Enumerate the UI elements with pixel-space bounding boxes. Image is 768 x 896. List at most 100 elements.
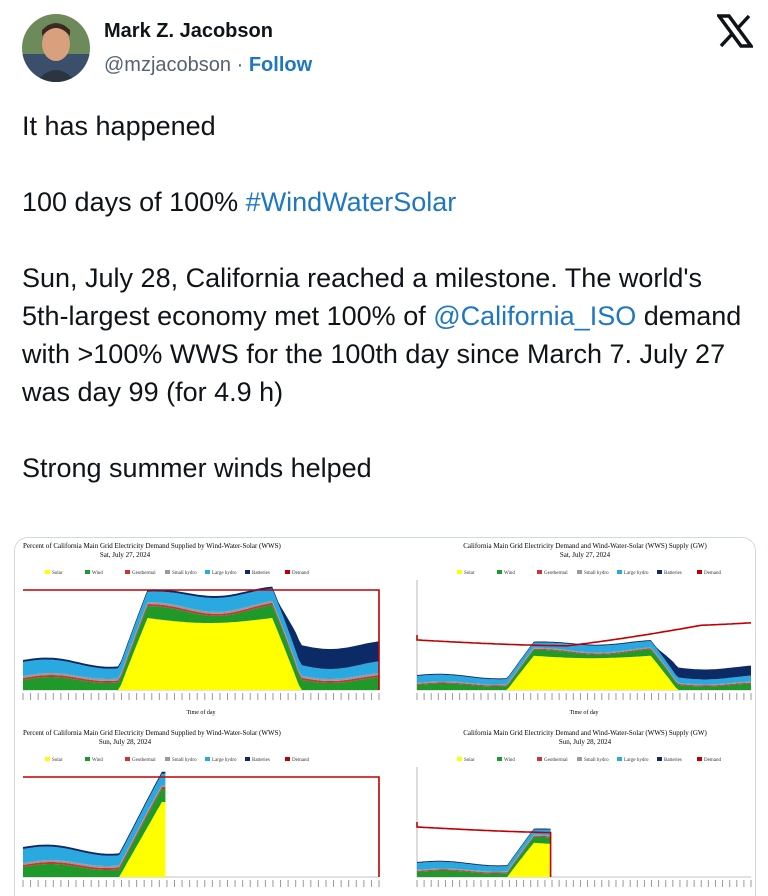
legend-label: Geothermal — [544, 571, 568, 576]
chart-date: Sun, July 28, 2024 — [559, 738, 612, 746]
legend-swatch — [497, 757, 502, 761]
legend-label: Demand — [704, 758, 721, 763]
legend-label: Solar — [464, 758, 475, 763]
legend-label: Wind — [504, 758, 515, 763]
legend-swatch — [657, 570, 662, 574]
area — [417, 640, 751, 680]
legend-label: Wind — [92, 571, 103, 576]
legend-label: Small hydro — [584, 571, 609, 576]
legend-label: Large hydro — [624, 571, 649, 576]
chart-date: Sun, July 28, 2024 — [99, 738, 152, 746]
separator: · — [236, 54, 244, 76]
demand-line — [416, 622, 752, 647]
legend-swatch — [45, 757, 50, 761]
legend-swatch — [125, 570, 130, 574]
chart: Percent of California Main Grid Electric… — [22, 729, 380, 887]
legend-swatch — [245, 570, 250, 574]
chart-date: Sat, July 27, 2024 — [560, 551, 611, 559]
legend-swatch — [457, 757, 462, 761]
legend-label: Batteries — [664, 571, 682, 576]
legend-swatch — [617, 570, 622, 574]
chart: Percent of California Main Grid Electric… — [22, 542, 380, 716]
legend-swatch — [165, 757, 170, 761]
tweet-text: It has happened 100 days of 100% #WindWat… — [22, 107, 747, 525]
tweet-media[interactable]: Percent of California Main Grid Electric… — [14, 537, 756, 896]
follow-button[interactable]: Follow — [248, 54, 313, 76]
paragraph: Strong summer winds helped — [22, 449, 747, 487]
legend-swatch — [285, 570, 290, 574]
area — [23, 802, 166, 877]
link[interactable]: @California_ISO — [433, 301, 637, 331]
avatar[interactable] — [22, 14, 90, 82]
legend-label: Demand — [292, 758, 309, 763]
area — [23, 771, 166, 856]
legend-swatch — [45, 570, 50, 574]
legend-label: Large hydro — [212, 571, 237, 576]
legend-label: Geothermal — [544, 758, 568, 763]
area — [23, 617, 379, 690]
legend-swatch — [85, 570, 90, 574]
paragraph: Sun, July 28, California reached a miles… — [22, 259, 747, 411]
author-handle[interactable]: @mzjacobson — [104, 54, 232, 76]
legend-swatch — [205, 757, 210, 761]
legend-label: Large hydro — [212, 758, 237, 763]
legend-swatch — [285, 757, 290, 761]
legend-label: Batteries — [664, 758, 682, 763]
x-logo[interactable] — [717, 14, 753, 48]
legend-swatch — [537, 757, 542, 761]
chart-image: Percent of California Main Grid Electric… — [15, 538, 383, 722]
legend-label: Small hydro — [584, 758, 609, 763]
legend-swatch — [577, 757, 582, 761]
author-name[interactable]: Mark Z. Jacobson — [104, 20, 273, 42]
legend-swatch — [657, 757, 662, 761]
demand-line — [416, 822, 552, 877]
legend-label: Solar — [52, 571, 63, 576]
paragraph: 100 days of 100% #WindWaterSolar — [22, 183, 747, 221]
text-run: It has happened — [22, 111, 216, 141]
chart-date: Sat, July 27, 2024 — [100, 551, 151, 559]
legend-swatch — [577, 570, 582, 574]
area — [417, 641, 751, 685]
legend-swatch — [125, 757, 130, 761]
area — [417, 648, 751, 687]
legend-label: Solar — [52, 758, 63, 763]
handle-row: @mzjacobson · Follow — [104, 54, 312, 77]
chart: California Main Grid Electricity Demand … — [416, 729, 752, 887]
legend-label: Wind — [504, 571, 515, 576]
legend-swatch — [537, 570, 542, 574]
legend-label: Large hydro — [624, 758, 649, 763]
area — [23, 773, 166, 866]
legend-label: Wind — [92, 758, 103, 763]
area — [417, 655, 751, 690]
legend-swatch — [245, 757, 250, 761]
area — [23, 586, 379, 669]
legend-swatch — [497, 570, 502, 574]
chart-image: California Main Grid Electricity Demand … — [387, 538, 755, 722]
chart-image: California Main Grid Electricity Demand … — [387, 725, 755, 896]
chart-title: California Main Grid Electricity Demand … — [463, 729, 707, 737]
legend-label: Batteries — [252, 758, 270, 763]
area — [417, 842, 551, 877]
legend-swatch — [697, 570, 702, 574]
demand-line — [23, 776, 380, 877]
chart: California Main Grid Electricity Demand … — [416, 542, 752, 716]
chart-title: Percent of California Main Grid Electric… — [23, 542, 281, 550]
x-axis-label: Time of day — [186, 709, 215, 716]
legend-label: Batteries — [252, 571, 270, 576]
legend-swatch — [617, 757, 622, 761]
legend-swatch — [205, 570, 210, 574]
chart-image: Percent of California Main Grid Electric… — [15, 725, 383, 896]
paragraph: It has happened — [22, 107, 747, 145]
legend-swatch — [697, 757, 702, 761]
area — [417, 829, 551, 872]
text-run: 100 days of 100% — [22, 187, 246, 217]
link[interactable]: #WindWaterSolar — [245, 187, 457, 217]
chart-title: California Main Grid Electricity Demand … — [463, 542, 707, 550]
legend-swatch — [457, 570, 462, 574]
legend-label: Small hydro — [172, 571, 197, 576]
area — [23, 588, 379, 679]
area — [417, 649, 751, 690]
chart-title: Percent of California Main Grid Electric… — [23, 729, 281, 737]
area — [23, 789, 166, 877]
